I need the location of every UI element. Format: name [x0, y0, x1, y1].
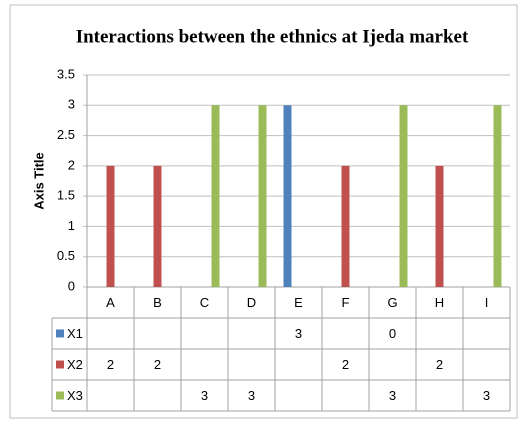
y-tick-label: 0	[68, 278, 75, 293]
x-tick-label: A	[106, 295, 115, 310]
y-tick-label: 2.5	[57, 127, 75, 142]
table-value: 0	[389, 326, 396, 341]
y-tick-label: 3.5	[57, 66, 75, 81]
x-tick-label: E	[294, 295, 303, 310]
y-tick-label: 2	[68, 157, 75, 172]
y-tick-label: 0.5	[57, 248, 75, 263]
x-tick-label: F	[342, 295, 350, 310]
table-value: 2	[436, 357, 443, 372]
table-value: 2	[154, 357, 161, 372]
x-tick-label: I	[485, 295, 489, 310]
table-value: 3	[483, 388, 490, 403]
legend-label: X2	[67, 357, 83, 372]
bar	[211, 105, 220, 288]
bar	[153, 165, 162, 287]
legend-swatch	[56, 360, 64, 369]
bar	[283, 105, 292, 288]
bar	[106, 165, 115, 287]
chart-title: Interactions between the ethnics at Ijed…	[76, 26, 469, 47]
table-value: 3	[201, 388, 208, 403]
legend-swatch	[56, 329, 64, 338]
table-value: 2	[342, 357, 349, 372]
y-tick-label: 3	[68, 97, 75, 112]
x-tick-label: D	[247, 295, 256, 310]
x-tick-label: B	[153, 295, 162, 310]
table-value: 3	[248, 388, 255, 403]
x-tick-label: H	[435, 295, 444, 310]
bar	[399, 105, 408, 288]
x-tick-label: G	[387, 295, 397, 310]
table-value: 3	[295, 326, 302, 341]
legend-swatch	[56, 391, 64, 400]
table-value: 2	[107, 357, 114, 372]
bar	[493, 105, 502, 288]
y-axis-title: Axis Title	[31, 152, 46, 210]
y-tick-label: 1	[68, 218, 75, 233]
table-value: 3	[389, 388, 396, 403]
y-tick-label: 1.5	[57, 188, 75, 203]
x-tick-label: C	[200, 295, 209, 310]
legend-label: X1	[67, 326, 83, 341]
bar	[435, 165, 444, 287]
legend-label: X3	[67, 388, 83, 403]
bar	[258, 105, 267, 288]
bar	[341, 165, 350, 287]
